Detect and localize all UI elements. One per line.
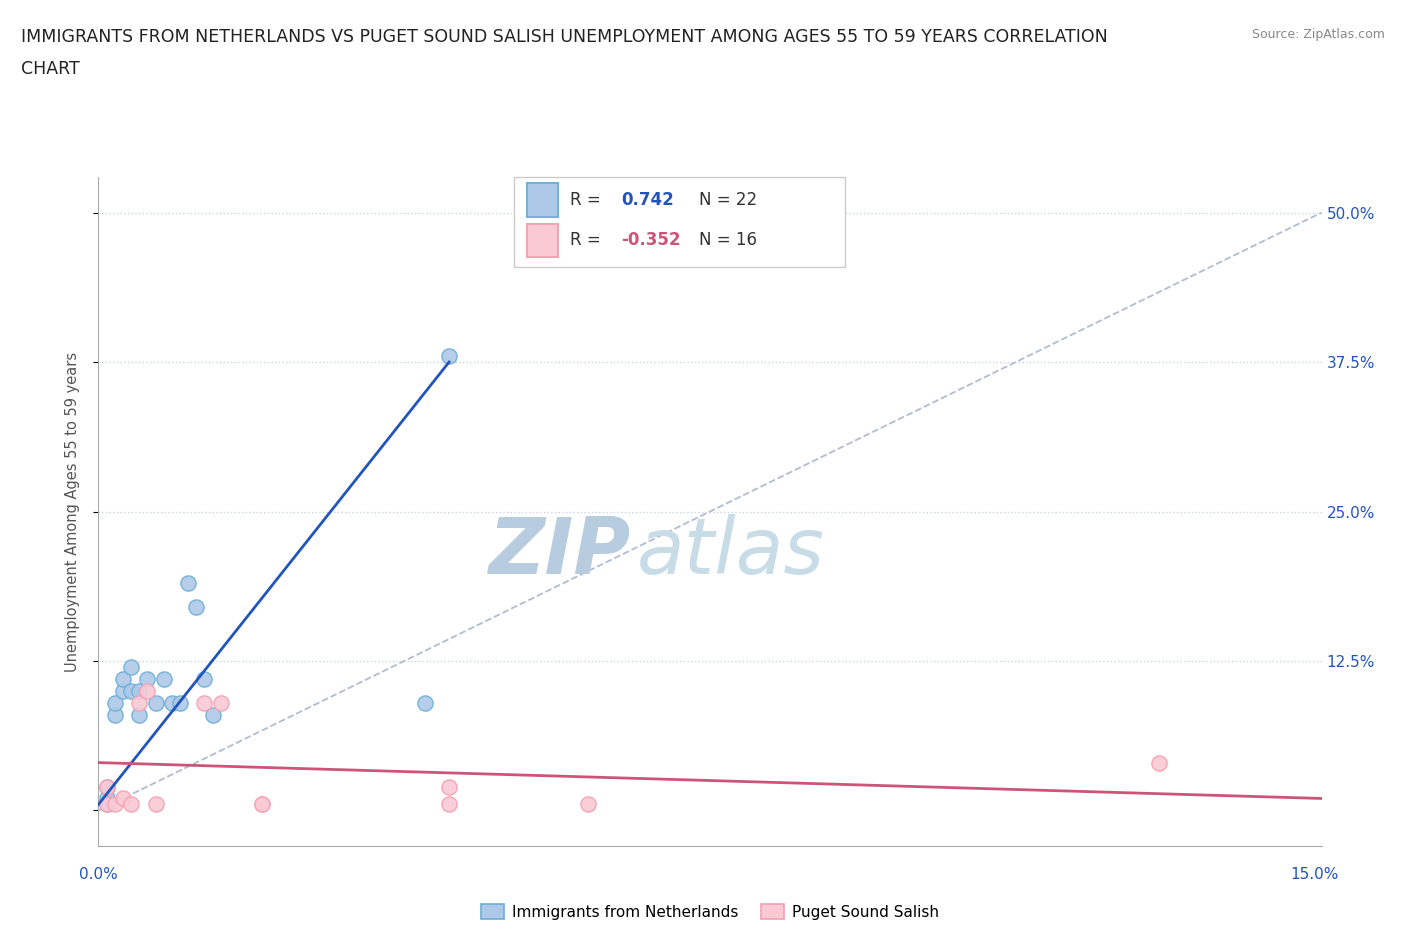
FancyBboxPatch shape	[526, 183, 558, 217]
Point	[136, 671, 159, 686]
Y-axis label: Unemployment Among Ages 55 to 59 years: Unemployment Among Ages 55 to 59 years	[65, 352, 80, 671]
Point	[160, 696, 183, 711]
Point	[437, 797, 460, 812]
Point	[145, 696, 167, 711]
Text: 0.0%: 0.0%	[79, 867, 118, 882]
Point	[186, 600, 208, 615]
Point	[169, 696, 191, 711]
Point	[250, 797, 273, 812]
Text: R =: R =	[569, 232, 606, 249]
Point	[96, 797, 118, 812]
Point	[104, 696, 127, 711]
Text: atlas: atlas	[637, 513, 824, 590]
Text: ZIP: ZIP	[488, 513, 630, 590]
Point	[120, 659, 142, 674]
Point	[111, 791, 134, 806]
Point	[120, 797, 142, 812]
FancyBboxPatch shape	[515, 177, 845, 267]
Point	[413, 696, 436, 711]
Point	[96, 779, 118, 794]
Point	[193, 671, 215, 686]
FancyBboxPatch shape	[526, 223, 558, 257]
Point	[209, 696, 232, 711]
Point	[104, 708, 127, 723]
Text: -0.352: -0.352	[621, 232, 681, 249]
Point	[1147, 755, 1170, 770]
Point	[111, 684, 134, 698]
Point	[136, 684, 159, 698]
Point	[96, 797, 118, 812]
Point	[145, 797, 167, 812]
Point	[152, 671, 174, 686]
Text: Source: ZipAtlas.com: Source: ZipAtlas.com	[1251, 28, 1385, 41]
Point	[96, 779, 118, 794]
Point	[250, 797, 273, 812]
Point	[128, 684, 150, 698]
Legend: Immigrants from Netherlands, Puget Sound Salish: Immigrants from Netherlands, Puget Sound…	[475, 897, 945, 925]
Point	[128, 708, 150, 723]
Text: IMMIGRANTS FROM NETHERLANDS VS PUGET SOUND SALISH UNEMPLOYMENT AMONG AGES 55 TO : IMMIGRANTS FROM NETHERLANDS VS PUGET SOU…	[21, 28, 1108, 46]
Point	[193, 696, 215, 711]
Text: 0.742: 0.742	[621, 192, 675, 209]
Point	[96, 791, 118, 806]
Point	[201, 708, 224, 723]
Point	[437, 349, 460, 364]
Text: 15.0%: 15.0%	[1291, 867, 1339, 882]
Text: R =: R =	[569, 192, 606, 209]
Text: CHART: CHART	[21, 60, 80, 78]
Point	[576, 797, 599, 812]
Point	[111, 671, 134, 686]
Point	[128, 696, 150, 711]
Point	[437, 779, 460, 794]
Point	[120, 684, 142, 698]
Point	[177, 576, 200, 591]
Text: N = 16: N = 16	[699, 232, 756, 249]
Point	[104, 797, 127, 812]
Text: N = 22: N = 22	[699, 192, 756, 209]
